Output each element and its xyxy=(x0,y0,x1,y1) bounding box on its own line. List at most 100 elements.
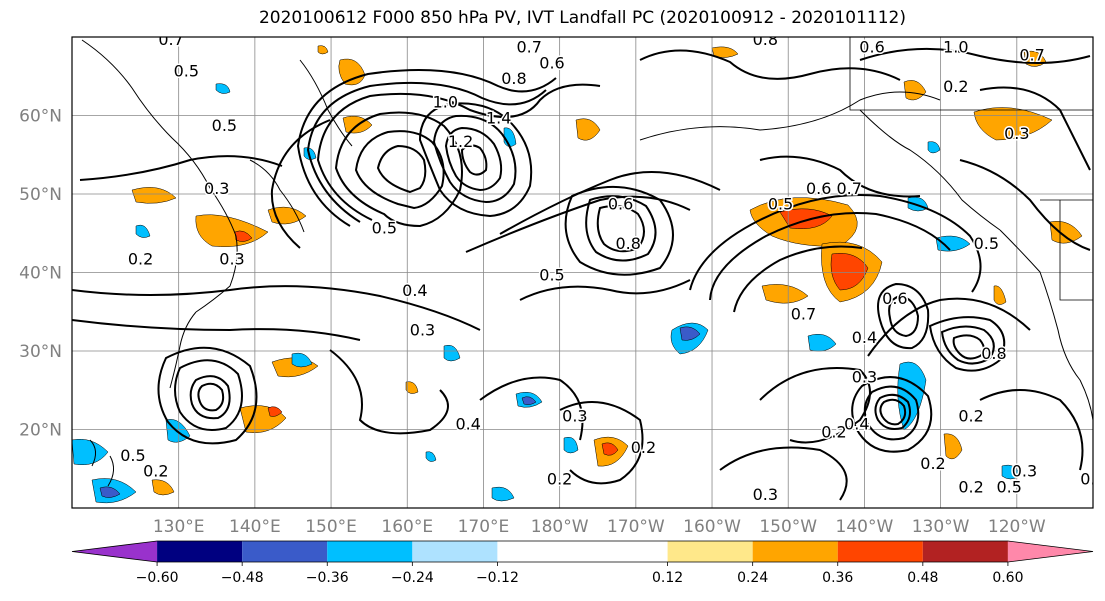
contour-label: 0.3 xyxy=(219,250,244,269)
contour-label: 0.5 xyxy=(539,265,564,284)
colorbar-tick-label: 0.60 xyxy=(992,570,1023,586)
colorbar-tick-label: −0.60 xyxy=(136,570,179,586)
lon-tick-label: 130°W xyxy=(912,517,970,537)
contour-label: 0.5 xyxy=(174,61,199,80)
contour-label: 0.2 xyxy=(143,462,168,481)
contour-label: 0.8 xyxy=(615,234,640,253)
lon-tick-label: 160°E xyxy=(381,517,433,537)
gridlines xyxy=(72,37,1093,508)
contour-label: 0.6 xyxy=(806,179,831,198)
lon-tick-label: 130°E xyxy=(153,517,205,537)
contour-label: 0.5 xyxy=(768,195,793,214)
coastlines xyxy=(81,37,1093,487)
contour-label: 0.3 xyxy=(1004,124,1029,143)
colorbar-tick-label: −0.36 xyxy=(306,570,349,586)
lon-tick-label: 180°W xyxy=(531,517,589,537)
contour-label: 0.2 xyxy=(920,454,945,473)
lat-tick-label: 50°N xyxy=(19,185,62,205)
contour-label: 0.8 xyxy=(753,30,778,49)
contour-label: 0.7 xyxy=(836,179,861,198)
contour-label: 0.4 xyxy=(852,328,877,347)
contour-label: 0.2 xyxy=(1080,469,1105,488)
lat-tick-label: 40°N xyxy=(19,264,62,284)
lon-tick-label: 140°E xyxy=(229,517,281,537)
colorbar-ticks: −0.60 −0.48 −0.36 −0.24 −0.12 0.12 0.24 0.36 0.4… xyxy=(136,562,1024,586)
contour-labels: 0.70.50.50.30.30.20.50.40.31.01.21.40.80… xyxy=(119,30,1105,506)
colorbar-tick-label: 0.36 xyxy=(822,570,853,586)
contour-label: 0.3 xyxy=(204,179,229,198)
contour-label: 0.5 xyxy=(996,477,1021,496)
colorbar-tick-label: 0.24 xyxy=(737,570,768,586)
colorbar-segment xyxy=(837,541,923,562)
contour-label: 0.5 xyxy=(974,234,999,253)
contour-label: 0.3 xyxy=(410,320,435,339)
latitude-labels: 60°N 50°N 40°N 30°N 20°N xyxy=(19,107,62,441)
colorbar-segment xyxy=(412,541,498,562)
contour-label: 0.2 xyxy=(821,422,846,441)
colorbar-segment xyxy=(327,541,413,562)
contour-label: 0.2 xyxy=(943,77,968,96)
longitude-labels: 130°E 140°E 150°E 160°E 170°E 180°W 170°W 160°W… xyxy=(153,517,1046,537)
contour-label: 0.2 xyxy=(958,407,983,426)
contour-label: 0.7 xyxy=(158,30,183,49)
contour-label: 1.2 xyxy=(448,132,473,151)
colorbar-tick-label: −0.24 xyxy=(391,570,434,586)
colorbar-segment xyxy=(582,541,668,562)
contour-label: 0.2 xyxy=(128,250,153,269)
colorbar-segment xyxy=(497,541,583,562)
map-title: 2020100612 F000 850 hPa PV, IVT Landfall… xyxy=(258,8,906,28)
contour-label: 0.2 xyxy=(631,438,656,457)
colorbar-segment xyxy=(1007,541,1093,562)
contour-label: 0.6 xyxy=(608,195,633,214)
colorbar-tick-label: 0.48 xyxy=(907,570,938,586)
contour-label: 0.6 xyxy=(859,38,884,57)
contour-label: 0.3 xyxy=(1012,462,1037,481)
colorbar xyxy=(71,540,1094,563)
colorbar-segment xyxy=(72,541,158,562)
lon-tick-label: 140°W xyxy=(836,517,894,537)
contour-label: 0.5 xyxy=(120,446,145,465)
colorbar-tick-label: −0.12 xyxy=(476,570,519,586)
lon-tick-label: 170°W xyxy=(607,517,665,537)
colorbar-segment xyxy=(752,541,838,562)
map-area: 0.70.50.50.30.30.20.50.40.31.01.21.40.80… xyxy=(72,30,1105,508)
contour-label: 0.3 xyxy=(852,367,877,386)
contour-label: 0.2 xyxy=(547,469,572,488)
contour-label: 0.3 xyxy=(753,485,778,504)
contour-label: 0.8 xyxy=(981,344,1006,363)
contour-label: 0.4 xyxy=(844,415,869,434)
contour-label: 0.7 xyxy=(1019,46,1044,65)
lon-tick-label: 150°W xyxy=(759,517,817,537)
map-frame xyxy=(71,36,1094,509)
contour-label: 0.5 xyxy=(212,116,237,135)
contour-label: 0.2 xyxy=(958,477,983,496)
colorbar-segment xyxy=(242,541,328,562)
lon-tick-label: 120°W xyxy=(988,517,1046,537)
colorbar-tick-label: 0.12 xyxy=(652,570,683,586)
contour-label: 0.7 xyxy=(516,38,541,57)
lat-tick-label: 30°N xyxy=(19,342,62,362)
lon-tick-label: 170°E xyxy=(458,517,510,537)
contour-label: 1.4 xyxy=(486,108,511,127)
contour-label: 0.3 xyxy=(562,407,587,426)
lon-tick-label: 150°E xyxy=(305,517,357,537)
lat-tick-label: 60°N xyxy=(19,107,62,127)
colorbar-segment xyxy=(157,541,243,562)
contour-label: 1.0 xyxy=(943,38,968,57)
contour-label: 0.3 xyxy=(1096,336,1105,355)
contour-label: 0.6 xyxy=(539,53,564,72)
contour-label: 0.4 xyxy=(455,415,480,434)
colorbar-segment xyxy=(667,541,753,562)
pv-contours xyxy=(72,47,1091,501)
lon-tick-label: 160°W xyxy=(683,517,741,537)
contour-label: 1.0 xyxy=(433,93,458,112)
contour-label: 0.8 xyxy=(501,69,526,88)
lat-tick-label: 20°N xyxy=(19,421,62,441)
contour-label: 0.7 xyxy=(791,305,816,324)
colorbar-segment xyxy=(922,541,1008,562)
contour-label: 0.4 xyxy=(402,281,427,300)
contour-label: 0.6 xyxy=(882,289,907,308)
colorbar-tick-label: −0.48 xyxy=(221,570,264,586)
contour-label: 0.5 xyxy=(372,218,397,237)
